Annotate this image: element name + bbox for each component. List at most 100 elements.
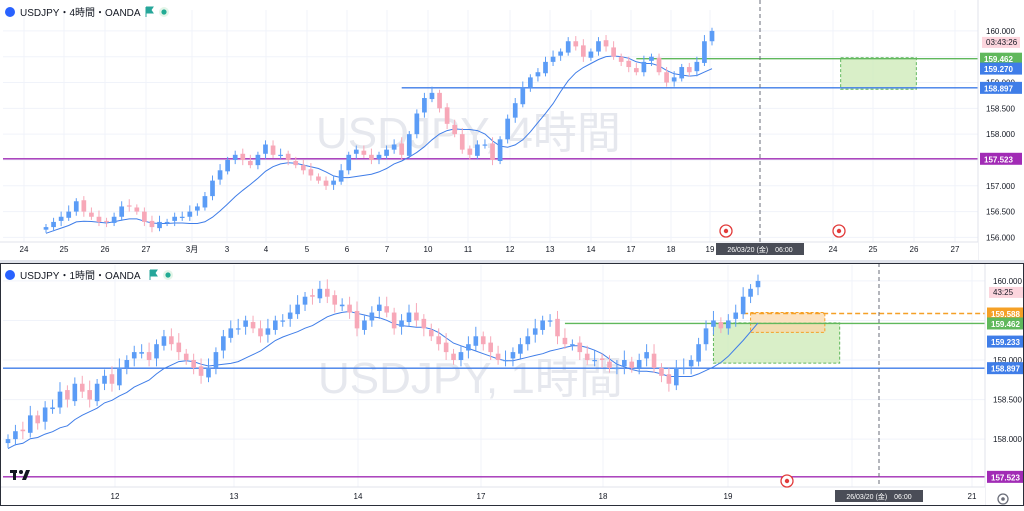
- candle[interactable]: [497, 136, 503, 165]
- pane-divider[interactable]: [0, 260, 1024, 263]
- candle[interactable]: [490, 137, 495, 166]
- candle[interactable]: [146, 342, 152, 367]
- candle[interactable]: [347, 296, 352, 319]
- candle[interactable]: [240, 148, 246, 166]
- candle[interactable]: [235, 318, 241, 335]
- candle[interactable]: [466, 336, 471, 359]
- candle[interactable]: [13, 424, 18, 446]
- chart-panel-4h[interactable]: USDJPY, 4時間160.000159.500159.000158.5001…: [0, 0, 1024, 260]
- candle[interactable]: [42, 401, 48, 430]
- chart-canvas-1h[interactable]: USDJPY, 1時間160.000159.500159.000158.5001…: [0, 263, 1024, 506]
- candle[interactable]: [580, 39, 586, 62]
- candle[interactable]: [221, 329, 226, 359]
- candle[interactable]: [725, 314, 731, 335]
- symbol-title[interactable]: USDJPY・1時間・OANDA: [20, 270, 141, 282]
- candle[interactable]: [535, 68, 541, 82]
- candle[interactable]: [596, 37, 601, 56]
- candle[interactable]: [104, 217, 109, 228]
- event-marker-icon[interactable]: [832, 224, 846, 238]
- candle[interactable]: [134, 204, 140, 215]
- candle[interactable]: [480, 331, 486, 351]
- candle[interactable]: [285, 150, 291, 166]
- candle[interactable]: [510, 347, 516, 367]
- candle[interactable]: [543, 56, 548, 77]
- candle[interactable]: [611, 41, 616, 60]
- candle[interactable]: [243, 315, 248, 335]
- candle[interactable]: [198, 358, 204, 384]
- candle[interactable]: [577, 336, 583, 361]
- candle[interactable]: [273, 315, 278, 335]
- candle[interactable]: [555, 310, 560, 345]
- candle[interactable]: [376, 151, 382, 165]
- price-badge[interactable]: [987, 335, 1024, 348]
- candle[interactable]: [452, 119, 458, 138]
- candle[interactable]: [317, 280, 323, 304]
- candle[interactable]: [183, 348, 189, 365]
- candle[interactable]: [528, 74, 533, 92]
- candle[interactable]: [558, 48, 563, 61]
- candle[interactable]: [444, 103, 450, 129]
- candle[interactable]: [323, 176, 329, 190]
- candle[interactable]: [618, 53, 624, 67]
- candle[interactable]: [505, 114, 511, 144]
- candle[interactable]: [562, 328, 568, 349]
- candle[interactable]: [142, 207, 147, 227]
- candle[interactable]: [225, 156, 230, 175]
- candle[interactable]: [210, 175, 215, 201]
- candle[interactable]: [384, 145, 389, 159]
- candle[interactable]: [369, 148, 374, 165]
- candle[interactable]: [656, 53, 662, 76]
- candle[interactable]: [232, 150, 238, 165]
- candle[interactable]: [421, 314, 427, 337]
- candle[interactable]: [475, 140, 480, 159]
- candle[interactable]: [414, 303, 419, 327]
- candle[interactable]: [414, 109, 420, 139]
- candle[interactable]: [518, 337, 523, 359]
- candle[interactable]: [57, 382, 63, 414]
- candle[interactable]: [50, 399, 55, 414]
- time-axis[interactable]: 24 25 26 27 3月 3 4 5 6 7 10 11 12 13 14 17 18 19 24 25 26 27: [0, 241, 978, 260]
- candle[interactable]: [157, 215, 162, 232]
- zone-green[interactable]: [840, 57, 917, 90]
- candle[interactable]: [325, 279, 330, 304]
- candle[interactable]: [265, 318, 271, 343]
- candle[interactable]: [154, 339, 159, 367]
- candle[interactable]: [391, 139, 397, 154]
- candle[interactable]: [331, 175, 336, 190]
- price-badge[interactable]: [987, 470, 1024, 483]
- candle[interactable]: [300, 159, 306, 175]
- candle[interactable]: [293, 156, 299, 169]
- time-axis[interactable]: 1213141718192021: [0, 486, 985, 506]
- candle[interactable]: [361, 145, 367, 158]
- candle[interactable]: [213, 347, 219, 375]
- event-marker-icon[interactable]: [780, 474, 794, 488]
- candle[interactable]: [711, 310, 716, 335]
- candle[interactable]: [443, 333, 449, 361]
- candle[interactable]: [679, 63, 685, 82]
- candle[interactable]: [202, 191, 208, 211]
- candle[interactable]: [258, 320, 263, 343]
- candle[interactable]: [703, 320, 709, 351]
- flag-icon[interactable]: [149, 269, 158, 280]
- candle[interactable]: [169, 328, 174, 351]
- candle[interactable]: [149, 215, 155, 233]
- candle[interactable]: [422, 92, 427, 118]
- candle[interactable]: [339, 298, 345, 311]
- candle[interactable]: [139, 344, 144, 359]
- price-badge[interactable]: [987, 317, 1024, 330]
- candle[interactable]: [332, 290, 338, 313]
- candle[interactable]: [458, 345, 464, 367]
- candle[interactable]: [733, 304, 739, 327]
- event-marker-icon[interactable]: [719, 224, 733, 238]
- candle[interactable]: [626, 56, 632, 73]
- candle[interactable]: [172, 212, 178, 227]
- candle[interactable]: [79, 375, 85, 398]
- candle[interactable]: [316, 173, 321, 184]
- candle[interactable]: [228, 320, 234, 343]
- candle[interactable]: [302, 291, 308, 311]
- candle[interactable]: [353, 145, 359, 159]
- candle[interactable]: [65, 385, 70, 408]
- candle[interactable]: [592, 350, 597, 367]
- price-badge[interactable]: [980, 52, 1022, 65]
- candle[interactable]: [308, 163, 314, 181]
